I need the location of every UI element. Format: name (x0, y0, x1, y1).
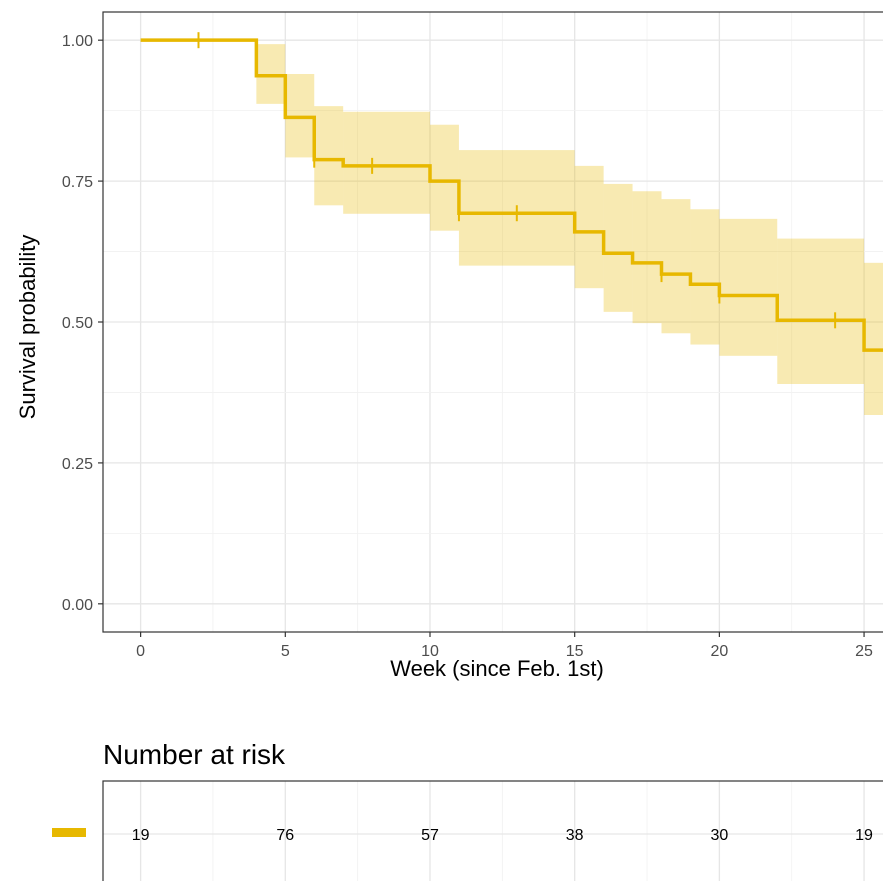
y-axis: 0.00 0.25 0.50 0.75 1.00 (62, 33, 103, 614)
survival-step-line (140, 38, 883, 352)
x-tick-label: 25 (855, 643, 873, 660)
confidence-band-segment (632, 191, 662, 324)
risk-table-grid (103, 781, 883, 881)
confidence-band (256, 44, 883, 415)
confidence-band-segment (661, 199, 691, 334)
confidence-band-segment (429, 124, 459, 231)
y-axis-title: Survival probability (15, 235, 40, 420)
y-tick-label: 0.25 (62, 456, 93, 473)
confidence-band-segment (574, 165, 604, 289)
plot-grid (103, 12, 883, 632)
y-tick-label: 0.00 (62, 597, 93, 614)
survival-curve (140, 38, 883, 352)
confidence-band-segment (603, 183, 633, 312)
risk-count: 57 (421, 827, 439, 844)
risk-count: 76 (276, 827, 294, 844)
censor-marks (197, 32, 837, 329)
x-tick-label: 5 (281, 643, 290, 660)
x-tick-label: 10 (421, 643, 439, 660)
risk-table-title: Number at risk (103, 739, 286, 770)
confidence-band-segment (343, 111, 430, 214)
risk-table-values: 19 76 57 38 30 19 (132, 827, 873, 844)
risk-legend-swatch (52, 828, 86, 837)
confidence-band-segment (864, 262, 883, 415)
risk-table-border (102, 780, 883, 881)
risk-count: 30 (710, 827, 728, 844)
x-tick-label: 20 (710, 643, 728, 660)
risk-count: 38 (566, 827, 584, 844)
x-tick-label: 15 (566, 643, 584, 660)
risk-count: 19 (132, 827, 150, 844)
y-tick-label: 0.50 (62, 315, 93, 332)
confidence-band-segment (719, 218, 778, 356)
x-axis-title: Week (since Feb. 1st) (390, 656, 604, 681)
y-tick-label: 0.75 (62, 174, 93, 191)
y-tick-label: 1.00 (62, 33, 93, 50)
risk-count: 19 (855, 827, 873, 844)
x-tick-label: 0 (136, 643, 145, 660)
confidence-band-segment (690, 209, 720, 345)
confidence-band-segment (777, 238, 865, 384)
x-axis: 0 5 10 15 20 25 (136, 632, 873, 660)
confidence-band-segment (314, 106, 344, 206)
